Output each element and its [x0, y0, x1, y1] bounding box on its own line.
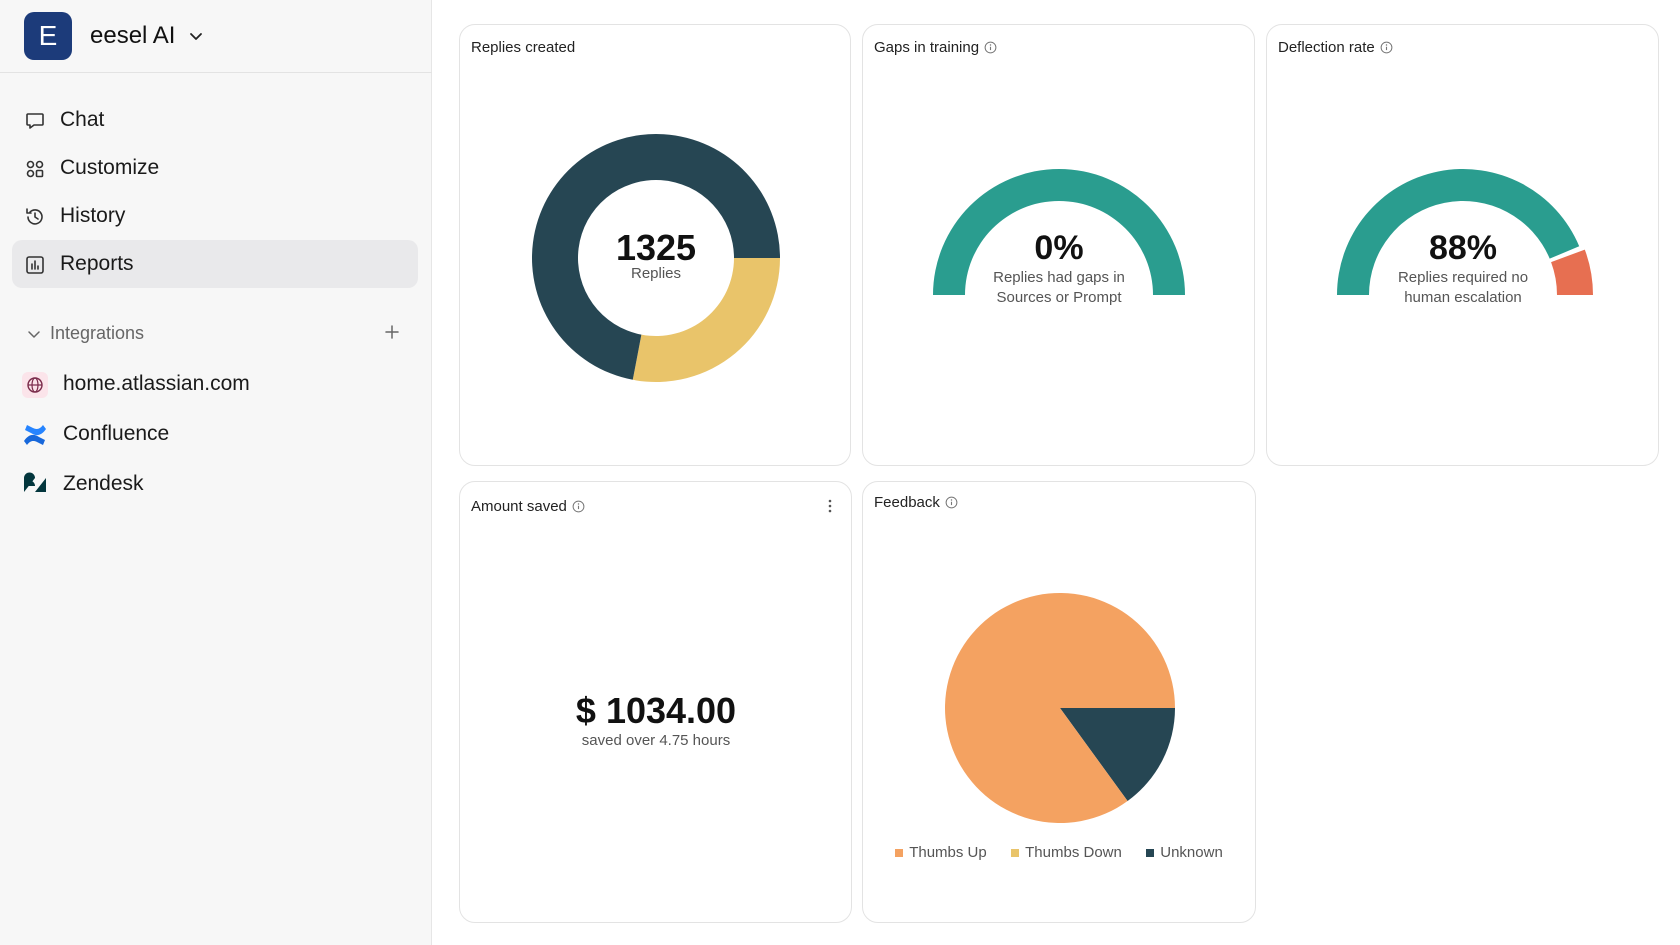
card-amount-saved: Amount saved $ 1034.00 saved over 4.75 h… — [459, 481, 852, 923]
integration-label: Zendesk — [63, 472, 144, 495]
nav-item-customize[interactable]: Customize — [12, 144, 418, 192]
card-deflection-rate: Deflection rate 88% Replies required no … — [1266, 24, 1659, 466]
legend-item-thumbs-up[interactable]: Thumbs Up — [895, 844, 987, 861]
integration-label: home.atlassian.com — [63, 372, 250, 395]
info-icon[interactable] — [945, 496, 958, 509]
nav-item-label: Customize — [60, 156, 160, 179]
gauge-fill — [1337, 168, 1580, 295]
history-icon — [26, 208, 43, 225]
integration-item-zendesk[interactable]: Zendesk — [20, 462, 410, 512]
integrations-header[interactable]: Integrations — [24, 318, 404, 350]
deflection-caption-line1: Replies required no — [1397, 269, 1529, 286]
card-feedback: Feedback Thumbs Up Thumbs Down Unknown — [862, 481, 1256, 923]
add-integration-icon[interactable] — [380, 320, 404, 344]
nav-item-history[interactable]: History — [12, 192, 418, 240]
reports-icon — [26, 256, 44, 274]
replies-donut-chart — [532, 134, 780, 383]
replies-count: 1325 — [615, 227, 697, 268]
pie-slice — [945, 593, 1175, 823]
deflection-value: 88% — [1428, 229, 1498, 267]
replies-caption: Replies — [630, 265, 682, 282]
workspace-logo: E — [24, 12, 72, 60]
integration-item-atlassian[interactable]: home.atlassian.com — [20, 362, 410, 412]
chevron-down-icon — [190, 33, 202, 40]
feedback-pie-chart — [945, 593, 1175, 823]
card-title: Amount saved — [471, 498, 585, 515]
workspace-name: eesel AI — [90, 22, 176, 49]
legend-swatch — [1146, 848, 1155, 857]
card-replies-created: Replies created 1325 Replies — [459, 24, 851, 466]
confluence-icon — [24, 425, 46, 445]
gauge-remainder — [1551, 249, 1593, 295]
info-icon[interactable] — [984, 41, 997, 54]
donut-slice — [632, 258, 780, 383]
card-gaps-in-training: Gaps in training 0% Replies had gaps in … — [862, 24, 1255, 466]
main-nav: Chat Customize History Reports — [12, 96, 418, 288]
nav-item-chat[interactable]: Chat — [12, 96, 418, 144]
gaps-value: 0% — [1034, 229, 1084, 267]
gaps-caption-line1: Replies had gaps in — [993, 269, 1125, 286]
nav-item-label: History — [60, 204, 126, 227]
chat-icon — [26, 113, 44, 129]
info-icon[interactable] — [1380, 41, 1393, 54]
gaps-gauge-chart — [933, 169, 1185, 295]
integrations-list: home.atlassian.com Confluence Zendesk — [20, 362, 410, 512]
legend-item-unknown[interactable]: Unknown — [1146, 844, 1223, 861]
zendesk-icon — [24, 472, 46, 492]
sidebar: E eesel AI Chat Customize History Report… — [0, 0, 432, 945]
card-title: Gaps in training — [874, 39, 997, 56]
nav-item-reports[interactable]: Reports — [12, 240, 418, 288]
gauge-track — [933, 169, 1185, 295]
chevron-down-icon — [28, 331, 40, 338]
feedback-legend: Thumbs Up Thumbs Down Unknown — [863, 844, 1255, 861]
deflection-gauge-chart — [1337, 168, 1593, 295]
deflection-caption-line2: human escalation — [1404, 289, 1522, 306]
legend-item-thumbs-down[interactable]: Thumbs Down — [1011, 844, 1122, 861]
gaps-caption-line2: Sources or Prompt — [996, 289, 1122, 306]
card-title: Feedback — [874, 494, 958, 511]
globe-icon — [22, 372, 48, 398]
customize-icon — [26, 160, 44, 178]
donut-slice — [532, 134, 780, 380]
card-title: Replies created — [471, 39, 576, 56]
legend-swatch — [895, 848, 904, 857]
integration-label: Confluence — [63, 422, 170, 445]
integrations-heading: Integrations — [50, 323, 145, 343]
integration-item-confluence[interactable]: Confluence — [20, 412, 410, 462]
nav-item-label: Reports — [60, 252, 134, 275]
more-options-icon[interactable] — [827, 498, 833, 514]
amount-saved-value: $ 1034.00 — [575, 690, 737, 731]
pie-slice — [1060, 708, 1175, 802]
legend-swatch — [1011, 848, 1020, 857]
card-title: Deflection rate — [1278, 39, 1393, 56]
amount-saved-caption: saved over 4.75 hours — [581, 732, 731, 749]
workspace-switcher[interactable]: E eesel AI — [0, 0, 432, 73]
info-icon[interactable] — [572, 500, 585, 513]
nav-item-label: Chat — [60, 108, 105, 131]
